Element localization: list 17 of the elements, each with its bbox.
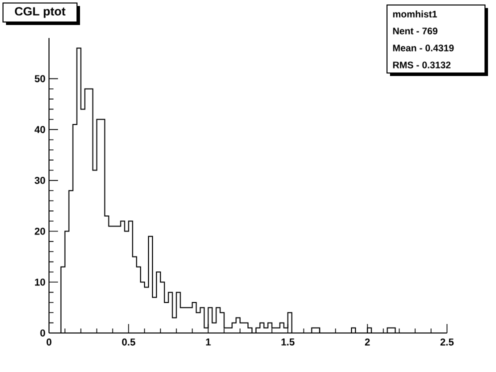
annotation: Mean - 0.4319	[393, 44, 454, 52]
y-tick-label: 50	[34, 75, 46, 82]
y-tick-label: 10	[35, 278, 46, 286]
text: momhist1	[393, 10, 437, 18]
annotation: RMS - 0.3132	[393, 62, 451, 68]
y-tick-label: 40	[34, 126, 46, 134]
x-tick-label: 0	[46, 338, 52, 346]
y-tick-label: 0	[40, 329, 46, 337]
chart-title: CGL ptot	[14, 7, 66, 18]
text: Nent - 769	[393, 28, 438, 34]
x-tick-label: 0.5	[122, 338, 136, 346]
y-tick-label: 30	[34, 176, 46, 184]
x-tick-label: 2	[364, 338, 370, 346]
y-tick-label: 20	[34, 228, 46, 235]
x-tick-label: 1.5	[282, 338, 294, 346]
x-tick-label: 1	[206, 338, 211, 346]
x-tick-label: 2.5	[440, 338, 454, 346]
